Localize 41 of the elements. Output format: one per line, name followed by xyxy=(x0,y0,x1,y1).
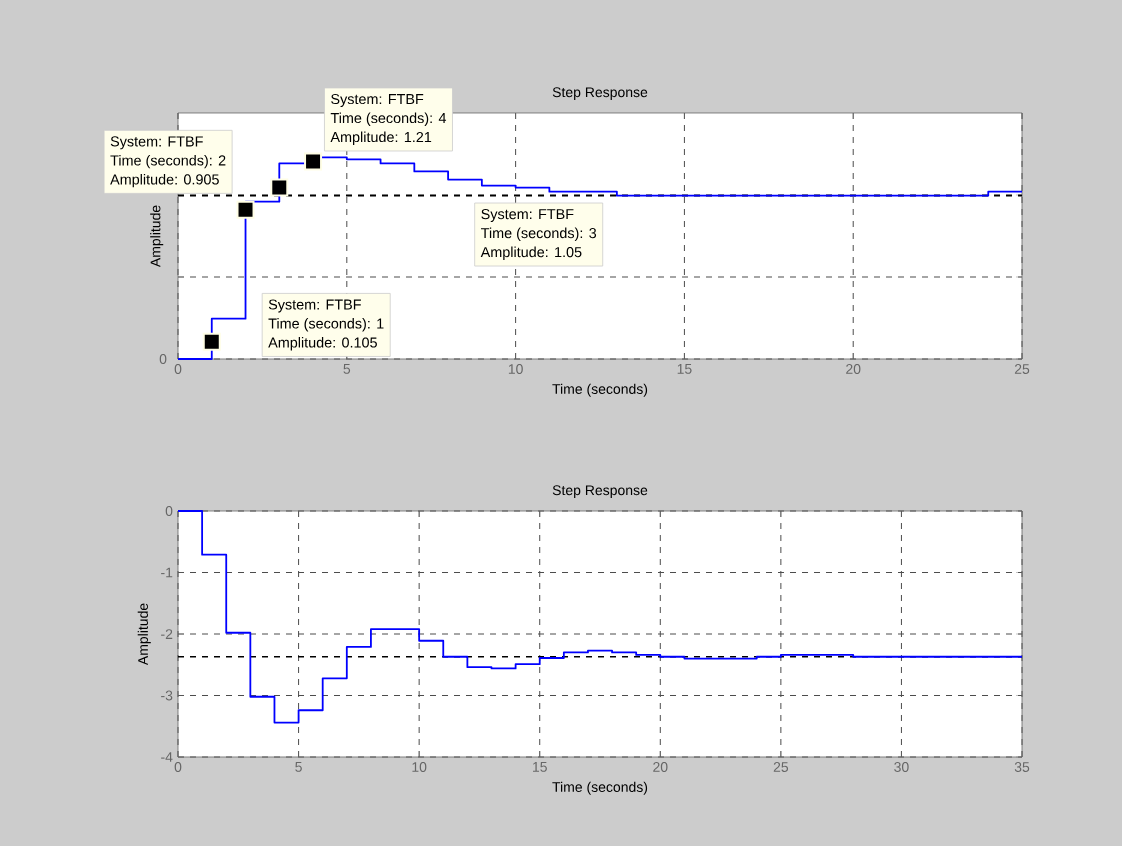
x-tick-label: 15 xyxy=(677,364,692,374)
point xyxy=(304,152,323,171)
point xyxy=(202,332,221,351)
text: Amplitude: 1.21 xyxy=(330,131,432,145)
chart-title: Step Response xyxy=(552,485,648,498)
x-axis-title: Time (seconds) xyxy=(552,383,648,397)
annotation: Amplitude: 0.105 xyxy=(268,337,377,351)
x-tick-label: 5 xyxy=(343,364,351,374)
annotation: System: FTBF xyxy=(268,299,361,313)
text: Time (seconds): 4 xyxy=(330,112,447,126)
y-tick-label: -2 xyxy=(161,629,173,639)
y-axis-title: Amplitude xyxy=(150,205,164,268)
x-tick-label: 20 xyxy=(653,762,668,772)
annotation: Amplitude: 1.05 xyxy=(480,246,582,261)
chart-title: Step Response xyxy=(552,87,648,100)
x-tick-label: 35 xyxy=(1014,762,1030,772)
x-tick-label: 25 xyxy=(773,762,789,772)
y-axis-title: Amplitude xyxy=(137,603,151,666)
x-tick-label: 0 xyxy=(174,762,182,772)
y-tick-label: -1 xyxy=(161,567,173,578)
x-tick-label: 10 xyxy=(508,364,523,374)
annotation: Time (seconds): 2 xyxy=(110,154,226,169)
y-tick-label: -4 xyxy=(161,752,173,762)
x-tick-label: 0 xyxy=(174,364,182,374)
annotation: System: FTBF xyxy=(481,209,574,223)
text: System: FTBF xyxy=(110,136,203,150)
y-tick-label: 0 xyxy=(165,506,173,516)
x-tick-label: 10 xyxy=(412,762,427,772)
annotation: Amplitude: 0.905 xyxy=(110,173,219,188)
y-tick-label: -3 xyxy=(161,690,173,701)
x-tick-label: 25 xyxy=(1014,364,1030,374)
x-tick-label: 20 xyxy=(846,364,861,374)
x-tick-label: 5 xyxy=(295,762,302,772)
point xyxy=(270,178,289,197)
text: System: FTBF xyxy=(331,93,424,107)
x-axis-title: Time (seconds) xyxy=(552,781,648,795)
x-tick-label: 15 xyxy=(533,762,547,772)
annotation: Time (seconds): 1 xyxy=(268,318,384,332)
point xyxy=(236,200,255,219)
x-tick-label: 30 xyxy=(894,762,909,772)
annotation: Time (seconds): 3 xyxy=(481,227,597,242)
